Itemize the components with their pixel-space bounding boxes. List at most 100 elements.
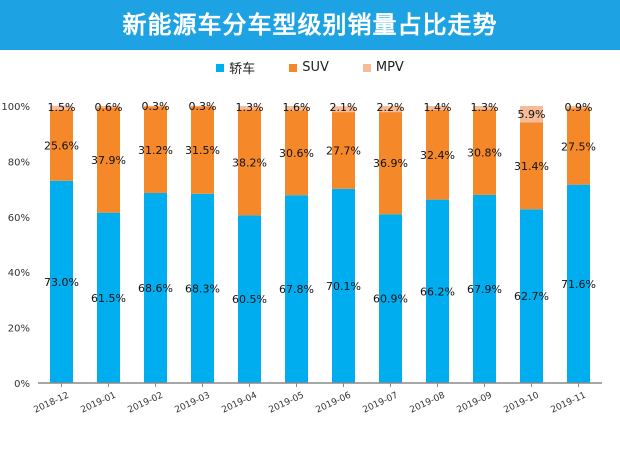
x-tick-label: 2019-01: [79, 391, 117, 416]
bar-MPV-2019-04: [238, 106, 261, 110]
bar-MPV-2019-06: [332, 106, 355, 113]
bar-轿车-2019-10: [520, 209, 543, 383]
legend-item-suv: SUV: [289, 58, 329, 77]
legend-swatch: [289, 63, 298, 72]
data-label: 68.6%: [138, 282, 173, 295]
y-tick-label: 80%: [8, 157, 30, 168]
data-label: 66.2%: [420, 285, 455, 298]
y-tick-label: 60%: [8, 213, 30, 224]
data-label: 71.6%: [561, 278, 596, 291]
x-tick-label: 2019-08: [408, 391, 447, 416]
bar-MPV-2018-12: [50, 105, 73, 110]
data-label: 0.3%: [142, 100, 170, 113]
bar-SUV-2019-08: [426, 109, 449, 200]
bar-轿车-2018-12: [50, 180, 73, 383]
data-label: 5.9%: [518, 108, 546, 121]
data-label: 73.0%: [44, 276, 79, 289]
bar-轿车-2019-08: [426, 199, 449, 383]
bar-轿车-2019-03: [191, 193, 214, 383]
x-tick-label: 2019-11: [549, 391, 587, 416]
y-tick-label: 100%: [1, 102, 30, 113]
data-label: 0.6%: [95, 101, 123, 114]
bar-轿车-2019-06: [332, 188, 355, 383]
bar-MPV-2019-01: [97, 106, 120, 108]
legend-label: MPV: [375, 60, 404, 75]
x-tick-label: 2019-06: [314, 391, 353, 416]
data-label: 68.3%: [185, 282, 220, 295]
legend-item-sedan: 轿车: [216, 58, 255, 77]
data-label: 30.8%: [467, 146, 502, 159]
x-tick-label: 2019-10: [502, 391, 541, 416]
bar-SUV-2019-04: [238, 109, 261, 216]
bar-轿车-2019-11: [567, 184, 590, 383]
data-label: 2.1%: [330, 101, 358, 114]
bar-MPV-2019-03: [191, 105, 214, 107]
y-tick-label: 0%: [14, 379, 30, 390]
data-label: 67.9%: [467, 283, 502, 296]
bar-SUV-2019-02: [144, 106, 167, 193]
legend: 轿车 SUV MPV: [0, 58, 620, 77]
data-label: 1.6%: [283, 101, 311, 114]
bar-SUV-2018-12: [50, 109, 73, 181]
y-tick-label: 40%: [8, 268, 30, 279]
legend-item-mpv: MPV: [362, 58, 404, 77]
bar-轿车-2019-02: [144, 192, 167, 383]
bar-轿车-2019-04: [238, 215, 261, 383]
data-label: 60.9%: [373, 293, 408, 306]
bar-SUV-2019-07: [379, 112, 402, 215]
data-label: 31.5%: [185, 144, 220, 157]
legend-swatch: [216, 63, 225, 72]
bar-MPV-2019-05: [285, 106, 308, 111]
bar-SUV-2019-11: [567, 108, 590, 185]
data-label: 67.8%: [279, 283, 314, 296]
data-label: 62.7%: [514, 290, 549, 303]
data-label: 31.2%: [138, 144, 173, 157]
data-label: 61.5%: [91, 292, 126, 305]
data-label: 2.2%: [377, 101, 405, 114]
data-label: 27.5%: [561, 141, 596, 154]
data-label: 70.1%: [326, 280, 361, 293]
data-label: 1.5%: [48, 101, 76, 114]
data-label: 30.6%: [279, 147, 314, 160]
bar-SUV-2019-06: [332, 112, 355, 189]
x-tick-label: 2019-05: [267, 391, 305, 416]
data-label: 60.5%: [232, 293, 267, 306]
x-tick-label: 2019-02: [126, 391, 164, 416]
bar-轿车-2019-07: [379, 214, 402, 383]
bar-轿车-2019-01: [97, 212, 120, 383]
bar-MPV-2019-09: [473, 106, 496, 110]
data-label: 32.4%: [420, 149, 455, 162]
bar-SUV-2019-01: [97, 107, 120, 213]
x-tick-label: 2019-04: [220, 391, 259, 416]
data-label: 1.3%: [236, 101, 264, 114]
data-label: 31.4%: [514, 160, 549, 173]
bar-SUV-2019-05: [285, 110, 308, 196]
legend-label: SUV: [302, 60, 329, 75]
x-tick-label: 2018-12: [32, 391, 70, 416]
bar-SUV-2019-10: [520, 122, 543, 210]
x-tick-label: 2019-09: [455, 391, 494, 416]
data-label: 37.9%: [91, 154, 126, 167]
bar-MPV-2019-11: [567, 106, 590, 109]
data-label: 0.9%: [565, 101, 593, 114]
x-tick-label: 2019-03: [173, 391, 211, 416]
data-label: 36.9%: [373, 157, 408, 170]
bar-MPV-2019-07: [379, 106, 402, 113]
data-label: 27.7%: [326, 144, 361, 157]
data-label: 25.6%: [44, 139, 79, 152]
data-label: 0.3%: [189, 100, 217, 113]
data-label: 1.4%: [424, 101, 452, 114]
y-tick-label: 20%: [8, 324, 30, 335]
legend-swatch: [362, 63, 371, 72]
bar-MPV-2019-10: [520, 106, 543, 123]
bar-MPV-2019-02: [144, 105, 167, 107]
bar-轿车-2019-05: [285, 195, 308, 383]
bar-SUV-2019-03: [191, 106, 214, 194]
chart-title: 新能源车分车型级别销量占比走势: [0, 0, 620, 50]
bar-SUV-2019-09: [473, 109, 496, 195]
bar-轿车-2019-09: [473, 194, 496, 383]
data-label: 1.3%: [471, 101, 499, 114]
data-label: 38.2%: [232, 157, 267, 170]
legend-label: 轿车: [229, 62, 256, 77]
